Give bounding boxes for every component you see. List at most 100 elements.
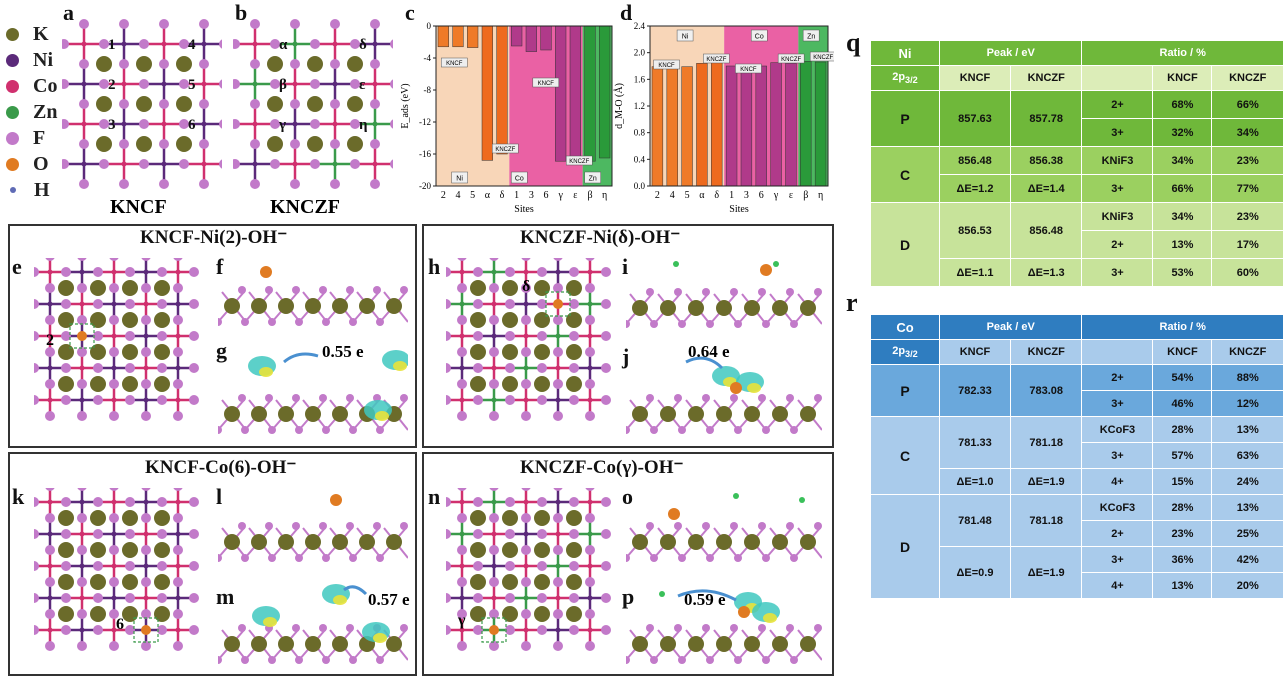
f-atom (61, 267, 71, 277)
f-atom (173, 315, 183, 325)
f-atom (157, 625, 167, 635)
compound-tag: KNCF (740, 67, 757, 73)
bar (584, 25, 596, 162)
legend-swatch (6, 105, 19, 119)
region-tag-bg (511, 171, 528, 184)
f-atom (173, 641, 183, 651)
f-atom (537, 363, 547, 373)
f-atom (373, 286, 381, 294)
f-atom (119, 179, 129, 189)
f-atom (585, 609, 595, 619)
metal-atom (143, 595, 149, 601)
f-atom (390, 119, 393, 129)
f-atom (179, 159, 189, 169)
k-atom (744, 636, 760, 652)
f-atom (45, 379, 55, 389)
y-tick-label: 0.4 (634, 154, 646, 164)
f-atom (505, 267, 515, 277)
k-atom (136, 96, 152, 112)
region-tag-bg (802, 29, 820, 42)
col-knczf: KNCZF (1211, 339, 1284, 365)
o-atom (730, 382, 742, 394)
metal-atom (523, 301, 529, 307)
k-atom (58, 344, 74, 360)
f-atom (141, 545, 151, 555)
ratio-knc: 28% (1152, 416, 1213, 443)
legend-item-o: O (6, 152, 49, 176)
f-atom (109, 283, 119, 293)
h-atom (659, 591, 665, 597)
side-view-o (626, 493, 822, 562)
f-atom (390, 159, 393, 169)
legend-label: K (33, 22, 49, 45)
k-atom (90, 344, 106, 360)
metal-atom (587, 627, 593, 633)
metal-atom (143, 397, 149, 403)
charge-density-j (626, 356, 822, 434)
f-atom (61, 593, 71, 603)
metal-atom (47, 595, 53, 601)
k-atom (278, 406, 294, 422)
f-atom (93, 363, 103, 373)
f-atom (537, 529, 547, 539)
k-atom (534, 376, 550, 392)
f-atom (241, 318, 249, 326)
f-atom (521, 283, 531, 293)
panel-label-d: d (620, 0, 633, 25)
y-tick-label: -16 (419, 149, 431, 159)
y-tick-label: -12 (419, 117, 431, 127)
compound-tag-bg (735, 63, 762, 74)
ratio-knc: 36% (1152, 546, 1213, 573)
metal-atom (111, 499, 117, 505)
x-tick-label: 3 (744, 190, 749, 201)
metal-atom (491, 531, 497, 537)
f-atom (159, 139, 169, 149)
charge-accumulation-iso (333, 595, 347, 605)
metal-atom (47, 301, 53, 307)
f-atom (250, 139, 260, 149)
f-atom (119, 99, 129, 109)
f-atom (569, 497, 579, 507)
f-atom (125, 395, 135, 405)
metal-atom (81, 81, 87, 87)
x-tick-label: 1 (729, 190, 734, 201)
f-atom (457, 315, 467, 325)
x-tick-label: η (602, 190, 607, 201)
k-atom (386, 534, 402, 550)
k-atom (534, 344, 550, 360)
metal-atom (292, 81, 298, 87)
f-atom (310, 119, 320, 129)
x-tick-label: γ (773, 190, 779, 201)
bar (540, 25, 552, 51)
metal-atom (523, 269, 529, 275)
k-atom (359, 298, 375, 314)
f-atom (139, 39, 149, 49)
k-atom (688, 300, 704, 316)
f-atom (446, 267, 451, 277)
f-atom (109, 513, 119, 523)
f-atom (292, 624, 300, 632)
x-tick-label: β (587, 190, 592, 201)
k-atom (632, 534, 648, 550)
f-atom (521, 411, 531, 421)
x-tick-label: 2 (441, 190, 446, 201)
f-atom (521, 641, 531, 651)
panel-label-m: m (216, 584, 235, 609)
metal-atom (332, 81, 338, 87)
f-atom (250, 19, 260, 29)
metal-atom (143, 301, 149, 307)
f-atom (553, 488, 563, 491)
f-atom (199, 59, 209, 69)
region-label: Co (755, 34, 764, 41)
f-atom (250, 99, 260, 109)
f-atom (93, 497, 103, 507)
metal-atom (523, 333, 529, 339)
metal-atom (47, 333, 53, 339)
k-atom (267, 96, 283, 112)
f-atom (173, 379, 183, 389)
f-atom (109, 609, 119, 619)
panel-label-h: h (428, 254, 441, 279)
f-atom (730, 288, 738, 296)
ratio-knczf: 25% (1211, 520, 1284, 547)
col-knc: KNCF (1152, 65, 1213, 91)
